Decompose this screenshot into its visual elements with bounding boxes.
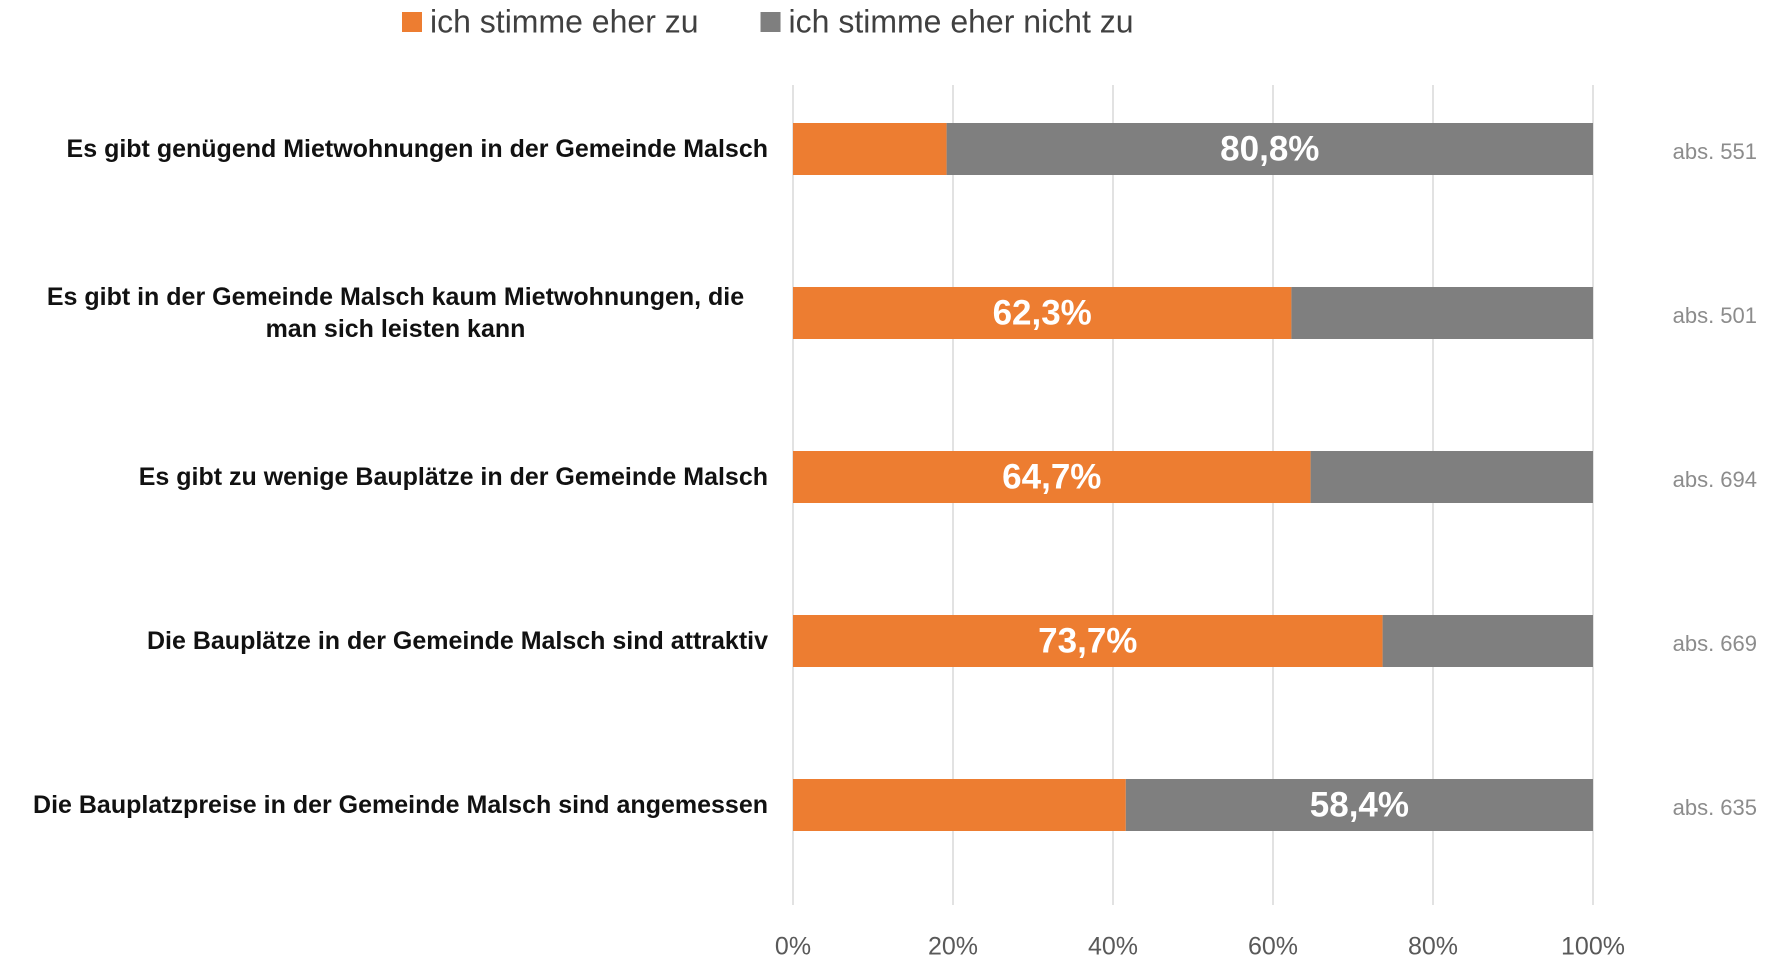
category-label: Die Bauplätze in der Gemeinde Malsch sin…: [146, 626, 768, 655]
n-label: abs. 669: [1673, 631, 1757, 656]
bar-segment: [793, 451, 1311, 503]
category-label: Es gibt in der Gemeinde Malsch kaum Miet…: [46, 282, 745, 344]
legend-swatch: [760, 12, 781, 32]
value-label: 80,8%: [1220, 129, 1319, 168]
category-label: Es gibt genügend Mietwohnungen in der Ge…: [66, 134, 768, 163]
value-label: 62,3%: [993, 293, 1092, 332]
category-label: Die Bauplatzpreise in der Gemeinde Malsc…: [33, 790, 768, 819]
bar-segment: [1310, 451, 1593, 503]
bar-segment: [1125, 779, 1593, 831]
x-tick-label: 60%: [1248, 933, 1298, 959]
legend-label: ich stimme eher nicht zu: [789, 3, 1134, 39]
x-tick-label: 20%: [928, 933, 978, 959]
bar-segment: [946, 123, 1593, 175]
x-tick-label: 0%: [775, 933, 811, 959]
legend-swatch: [402, 12, 422, 32]
x-tick-label: 80%: [1408, 933, 1458, 959]
category-text: Die Bauplätze in der Gemeinde Malsch sin…: [146, 626, 768, 655]
n-label: abs. 635: [1673, 795, 1757, 820]
legend-label: ich stimme eher zu: [430, 3, 699, 39]
bar-segment: [793, 287, 1292, 339]
bar-segment: [793, 123, 947, 175]
bar-segment: [793, 615, 1383, 667]
value-label: 73,7%: [1038, 621, 1137, 660]
category-text: Es gibt in der Gemeinde Malsch kaum Miet…: [46, 282, 745, 344]
category-label: Es gibt zu wenige Bauplätze in der Gemei…: [138, 462, 768, 491]
x-tick-label: 40%: [1088, 933, 1138, 959]
n-label: abs. 694: [1673, 467, 1757, 492]
x-tick-label: 100%: [1561, 933, 1625, 959]
n-label: abs. 551: [1673, 139, 1757, 164]
category-text: Die Bauplatzpreise in der Gemeinde Malsc…: [33, 790, 768, 819]
category-text: Es gibt genügend Mietwohnungen in der Ge…: [66, 134, 768, 163]
n-label: abs. 501: [1673, 303, 1757, 328]
category-text: Es gibt zu wenige Bauplätze in der Gemei…: [138, 462, 768, 491]
bar-segment: [793, 779, 1126, 831]
bar-segment: [1382, 615, 1593, 667]
value-label: 58,4%: [1310, 785, 1409, 824]
value-label: 64,7%: [1002, 457, 1101, 496]
bar-segment: [1291, 287, 1593, 339]
